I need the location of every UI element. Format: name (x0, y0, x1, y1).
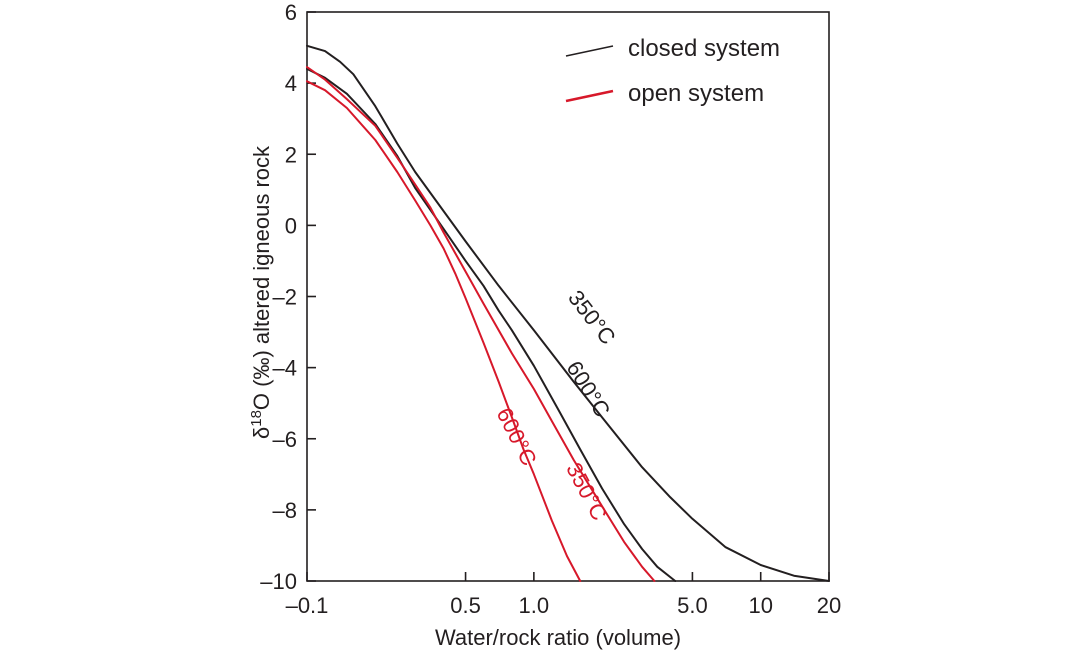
x-tick-label: 10 (748, 593, 772, 618)
legend-label: closed system (628, 35, 780, 62)
series-line (306, 80, 582, 582)
series-line (306, 44, 830, 582)
y-tick-label: –10 (260, 569, 297, 594)
series-label: 600°C (492, 404, 542, 470)
legend-label: open system (628, 80, 764, 107)
series-line (306, 67, 677, 582)
x-tick-label: 1.0 (519, 593, 550, 618)
y-tick-label: 2 (285, 142, 297, 167)
y-tick-label: 0 (285, 213, 297, 238)
x-axis-title: Water/rock ratio (volume) (435, 625, 681, 650)
x-tick-label: –0.1 (286, 593, 329, 618)
y-tick-label: 6 (285, 0, 297, 25)
x-tick-label: 20 (817, 593, 841, 618)
series-label: 600°C (561, 356, 615, 421)
legend-swatch (565, 45, 614, 57)
y-axis-title: δ18O (‰) altered igneous rock (248, 145, 274, 439)
y-tick-label: –2 (273, 285, 297, 310)
series-line (306, 66, 656, 582)
series-label: 350°C (563, 285, 621, 349)
y-tick-label: 4 (285, 71, 297, 96)
y-tick-label: –8 (273, 498, 297, 523)
x-tick-label: 0.5 (450, 593, 481, 618)
chart-marks (306, 11, 830, 582)
y-tick-label: –6 (273, 427, 297, 452)
y-tick-label: –4 (273, 356, 297, 381)
x-tick-label: 5.0 (677, 593, 708, 618)
legend-swatch (565, 89, 614, 103)
